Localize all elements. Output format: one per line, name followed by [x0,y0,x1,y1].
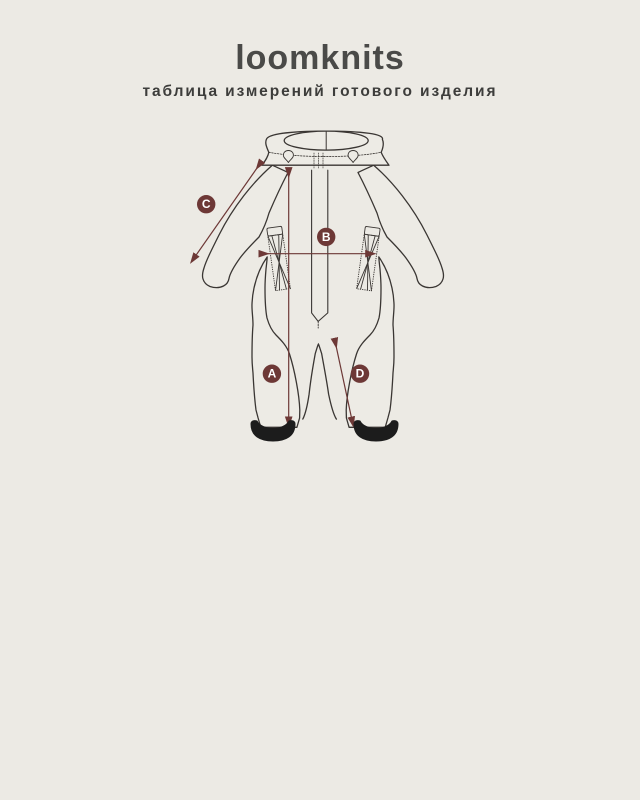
svg-text:C: C [202,197,211,211]
svg-text:B: B [322,230,331,244]
svg-text:A: A [268,367,277,381]
svg-text:D: D [356,367,365,381]
